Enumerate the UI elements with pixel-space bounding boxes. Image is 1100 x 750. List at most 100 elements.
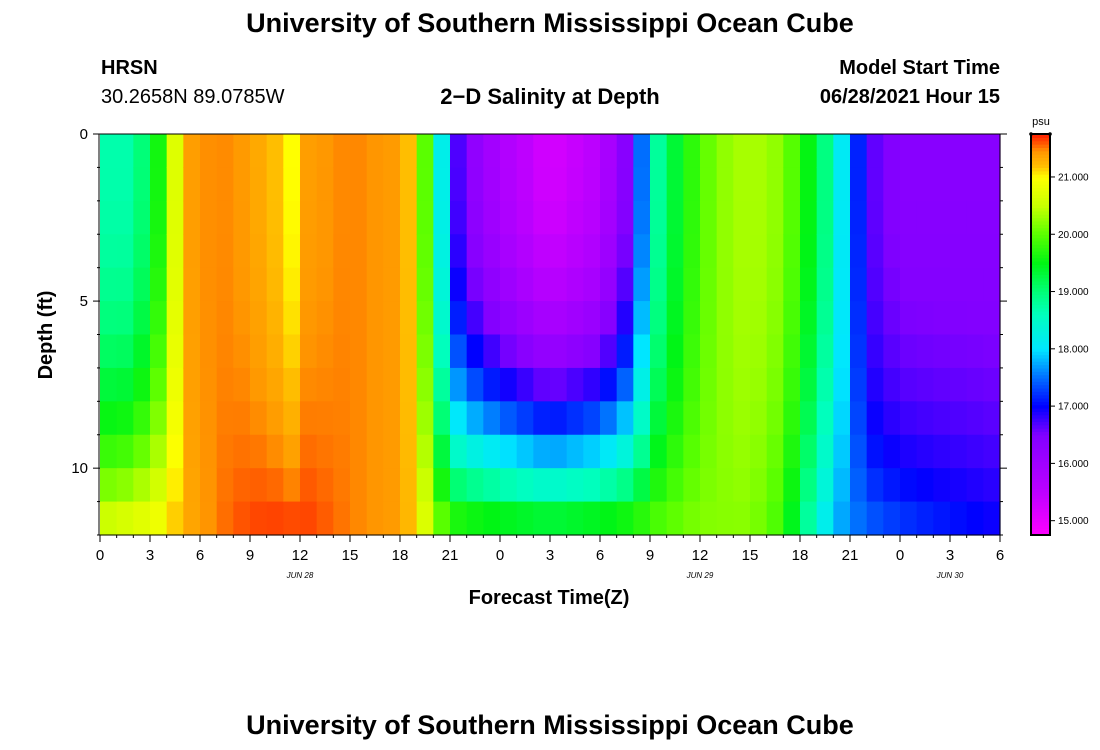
colorbar-segment	[1031, 160, 1050, 165]
heatmap-cell	[133, 301, 151, 336]
heatmap-cell	[333, 401, 351, 436]
heatmap-cell	[633, 334, 651, 369]
colorbar-segment	[1031, 444, 1050, 449]
heatmap-cell	[466, 167, 484, 202]
heatmap-cell	[316, 234, 334, 269]
colorbar-segment	[1031, 304, 1050, 309]
heatmap-cell	[950, 468, 968, 503]
heatmap-cell	[533, 301, 551, 336]
colorbar-segment	[1031, 344, 1050, 349]
heatmap-cell	[616, 367, 634, 402]
heatmap-cell	[450, 234, 468, 269]
heatmap-cell	[900, 468, 918, 503]
heatmap-cell	[500, 468, 518, 503]
heatmap-cell	[183, 200, 201, 235]
heatmap-cell	[783, 134, 801, 169]
heatmap-cell	[400, 334, 418, 369]
heatmap-cell	[166, 401, 184, 436]
heatmap-cell	[983, 468, 1001, 503]
heatmap-cell	[600, 434, 618, 469]
heatmap-cell	[833, 134, 851, 169]
heatmap-cell	[916, 367, 934, 402]
heatmap-cell	[850, 334, 868, 369]
heatmap-cell	[433, 434, 451, 469]
station-name: HRSN	[101, 57, 158, 79]
colorbar-segment	[1031, 164, 1050, 169]
heatmap-cell	[583, 334, 601, 369]
heatmap-cell	[416, 334, 434, 369]
colorbar-corner	[1029, 132, 1033, 136]
model-start-value: 06/28/2021 Hour 15	[819, 86, 1000, 108]
colorbar-segment	[1031, 230, 1050, 235]
heatmap-cell	[683, 301, 701, 336]
y-tick-label: 10	[71, 460, 88, 477]
heatmap-cell	[266, 167, 284, 202]
heatmap-cell	[300, 200, 318, 235]
heatmap-cell	[100, 267, 118, 302]
heatmap-cell	[316, 367, 334, 402]
heatmap-cell	[666, 334, 684, 369]
heatmap-cell	[116, 468, 134, 503]
colorbar-segment	[1031, 234, 1050, 239]
heatmap-cell	[166, 301, 184, 336]
heatmap-cell	[583, 468, 601, 503]
heatmap-cell	[150, 234, 168, 269]
heatmap-cell	[233, 167, 251, 202]
heatmap-cell	[800, 301, 818, 336]
heatmap-cell	[683, 200, 701, 235]
heatmap-cell	[650, 134, 668, 169]
heatmap-cell	[583, 367, 601, 402]
heatmap-cell	[450, 334, 468, 369]
heatmap-cell	[150, 367, 168, 402]
heatmap-cell	[783, 401, 801, 436]
colorbar-segment	[1031, 274, 1050, 279]
colorbar-segment	[1031, 170, 1050, 175]
heatmap-cell	[833, 334, 851, 369]
heatmap-cell	[550, 267, 568, 302]
heatmap-cell	[816, 468, 834, 503]
heatmap-cell	[316, 200, 334, 235]
heatmap-cell	[683, 401, 701, 436]
heatmap-cell	[483, 434, 501, 469]
heatmap-cell	[816, 200, 834, 235]
colorbar-segment	[1031, 461, 1050, 466]
heatmap-cell	[666, 434, 684, 469]
colorbar-segment	[1031, 361, 1050, 366]
heatmap-cell	[783, 367, 801, 402]
heatmap-cell	[250, 200, 268, 235]
heatmap-cell	[800, 367, 818, 402]
heatmap-cell	[266, 468, 284, 503]
colorbar-segment	[1031, 267, 1050, 272]
heatmap-cell	[400, 301, 418, 336]
colorbar-segment	[1031, 174, 1050, 179]
heatmap-cell	[350, 501, 368, 536]
heatmap-cell	[600, 367, 618, 402]
colorbar-segment	[1031, 421, 1050, 426]
heatmap-cell	[300, 234, 318, 269]
heatmap-cell	[450, 200, 468, 235]
heatmap-cell	[716, 200, 734, 235]
heatmap-cell	[133, 200, 151, 235]
heatmap-cell	[600, 301, 618, 336]
heatmap-cell	[750, 134, 768, 169]
heatmap-cell	[833, 367, 851, 402]
heatmap-cell	[833, 267, 851, 302]
heatmap-cell	[150, 501, 168, 536]
heatmap-cell	[200, 434, 218, 469]
heatmap-cell	[566, 334, 584, 369]
heatmap-cell	[716, 501, 734, 536]
heatmap-cell	[933, 401, 951, 436]
heatmap-cell	[266, 134, 284, 169]
x-tick-label: 18	[792, 547, 809, 564]
heatmap-cell	[683, 501, 701, 536]
heatmap-cell	[733, 200, 751, 235]
heatmap-cell	[500, 501, 518, 536]
heatmap-cell	[116, 234, 134, 269]
heatmap-cell	[466, 468, 484, 503]
heatmap-cell	[783, 200, 801, 235]
heatmap-cell	[466, 334, 484, 369]
heatmap-cell	[100, 434, 118, 469]
heatmap-cell	[966, 200, 984, 235]
heatmap-cell	[150, 334, 168, 369]
heatmap-cell	[333, 434, 351, 469]
